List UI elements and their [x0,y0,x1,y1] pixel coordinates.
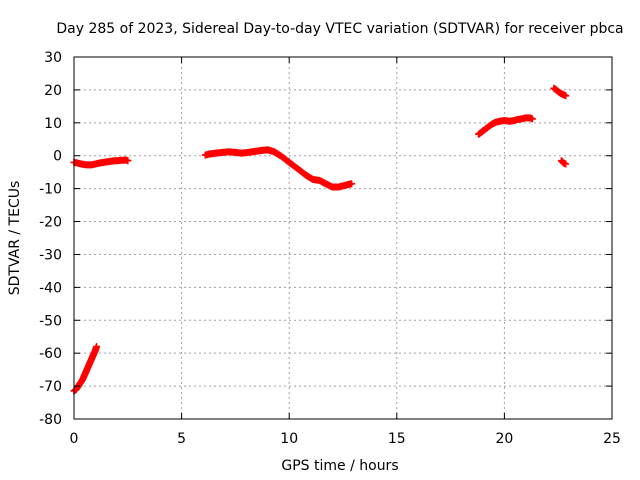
y-tick-label: -10 [39,182,62,198]
plot-frame [73,56,613,420]
x-tick-labels: 0 5 10 15 20 25 [70,431,621,447]
series-segment [557,157,570,168]
chart-title: Day 285 of 2023, Sidereal Day-to-day VTE… [56,21,623,37]
y-tick-label: -70 [39,379,62,395]
data-points [70,84,570,395]
data-marker-trace [557,157,570,168]
y-tick-label: -20 [39,215,62,231]
x-tick-label: 0 [70,431,79,447]
y-tick-label: 10 [44,116,62,132]
y-tick-label: -80 [39,412,62,428]
y-tick-label: -40 [39,280,62,296]
y-tick-label: 30 [44,50,62,66]
x-tick-label: 10 [280,431,298,447]
x-tick-label: 15 [388,431,406,447]
data-marker-trace [550,84,570,100]
series-segment [201,146,356,191]
y-tick-labels: -80 -70 -60 -50 -40 -30 -20 -10 0 10 20 30 [39,50,62,428]
y-axis-label: SDTVAR / TECUs [7,181,23,296]
x-tick-label: 25 [603,431,621,447]
y-tick-label: -50 [39,313,62,329]
data-marker-trace [475,114,536,138]
y-tick-label: 0 [53,149,62,165]
x-tick-label: 20 [495,431,513,447]
series-segment [550,84,570,100]
y-tick-label: -30 [39,247,62,263]
axis-ticks [73,56,613,420]
x-tick-label: 5 [177,431,186,447]
y-tick-label: -60 [39,346,62,362]
data-marker-trace [201,146,356,191]
x-axis-label: GPS time / hours [281,458,398,474]
series-segment [475,114,536,138]
y-tick-label: 20 [44,83,62,99]
